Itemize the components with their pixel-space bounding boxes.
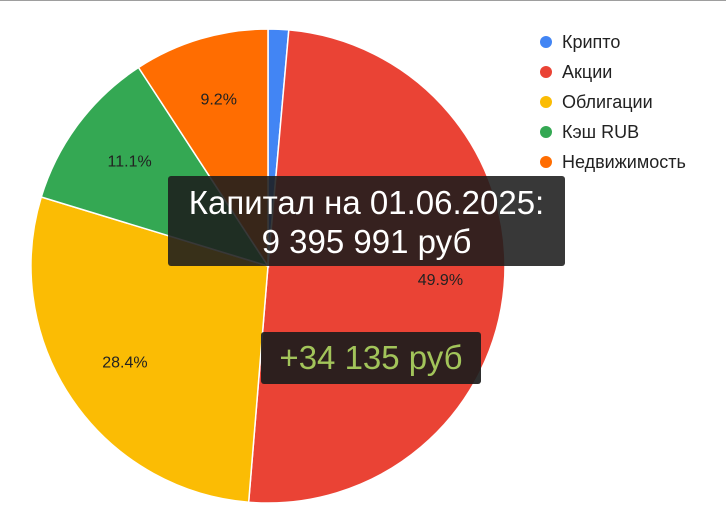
legend-label: Акции (562, 61, 613, 82)
slice-label-3: 11.1% (108, 153, 152, 170)
legend-item: Облигации (540, 87, 686, 117)
legend-label: Крипто (562, 31, 621, 52)
pie-slices (30, 28, 506, 504)
legend-swatch (540, 156, 552, 168)
legend-swatch (540, 126, 552, 138)
pie-slice-labels: 49.9% 28.4% 11.1% 9.2% (102, 91, 463, 371)
capital-date-label: Капитал на 01.06.2025: (188, 184, 545, 221)
legend-item: Кэш RUB (540, 117, 686, 147)
legend-item: Недвижимость (540, 147, 686, 177)
legend-swatch (540, 36, 552, 48)
legend-item: Акции (540, 57, 686, 87)
legend-swatch (540, 96, 552, 108)
legend-swatch (540, 66, 552, 78)
legend-label: Кэш RUB (562, 121, 640, 142)
legend-label: Недвижимость (562, 151, 686, 172)
legend-item: Крипто (540, 27, 686, 57)
slice-label-2: 28.4% (102, 354, 147, 371)
capital-overlay: Капитал на 01.06.2025: 9 395 991 руб (168, 176, 565, 266)
slice-label-1: 49.9% (418, 272, 463, 289)
legend-label: Облигации (562, 91, 653, 112)
capital-amount: 9 395 991 руб (261, 223, 472, 260)
pie-slice-1 (247, 29, 506, 504)
capital-change-overlay: +34 135 руб (261, 332, 481, 384)
legend: Крипто Акции Облигации Кэш RUB Недвижимость (540, 27, 686, 177)
slice-label-4: 9.2% (200, 91, 236, 108)
pie-slice-2 (30, 196, 269, 504)
